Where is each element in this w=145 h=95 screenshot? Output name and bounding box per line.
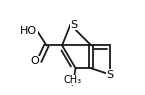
Text: S: S <box>70 20 78 30</box>
Text: S: S <box>106 70 114 80</box>
Text: HO: HO <box>20 26 37 36</box>
Text: CH₃: CH₃ <box>64 75 81 85</box>
Text: O: O <box>30 56 39 66</box>
